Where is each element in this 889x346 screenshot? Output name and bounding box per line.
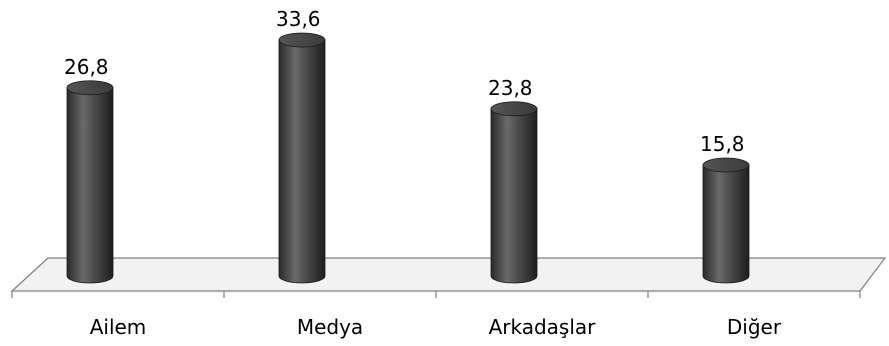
bar-diğer bbox=[702, 157, 750, 284]
bar-cap bbox=[66, 80, 114, 96]
data-label: 33,6 bbox=[276, 7, 321, 31]
labels: 26,8 Ailem 33,6 Medya 23,8 Arkadaşlar 15,8 Diğe… bbox=[64, 7, 782, 339]
bar-body bbox=[490, 108, 538, 284]
x-tick-label: Medya bbox=[297, 315, 363, 339]
bar-cap bbox=[278, 32, 326, 48]
bar-body bbox=[66, 87, 114, 284]
x-tick-label: Ailem bbox=[90, 315, 147, 339]
bar-ailem bbox=[66, 80, 114, 284]
x-tick-label: Diğer bbox=[727, 315, 782, 339]
data-label: 15,8 bbox=[700, 132, 745, 156]
bar-medya bbox=[278, 32, 326, 284]
data-label: 23,8 bbox=[488, 76, 533, 100]
bar-cap bbox=[702, 157, 750, 173]
bar-arkadaşlar bbox=[490, 101, 538, 284]
chart-floor bbox=[10, 257, 887, 298]
bar-cap bbox=[490, 101, 538, 117]
bar-body bbox=[278, 39, 326, 284]
data-label: 26,8 bbox=[64, 55, 109, 79]
floor-plane bbox=[10, 257, 887, 292]
bars bbox=[66, 32, 750, 284]
x-tick-label: Arkadaşlar bbox=[489, 315, 597, 339]
bar-body bbox=[702, 164, 750, 284]
